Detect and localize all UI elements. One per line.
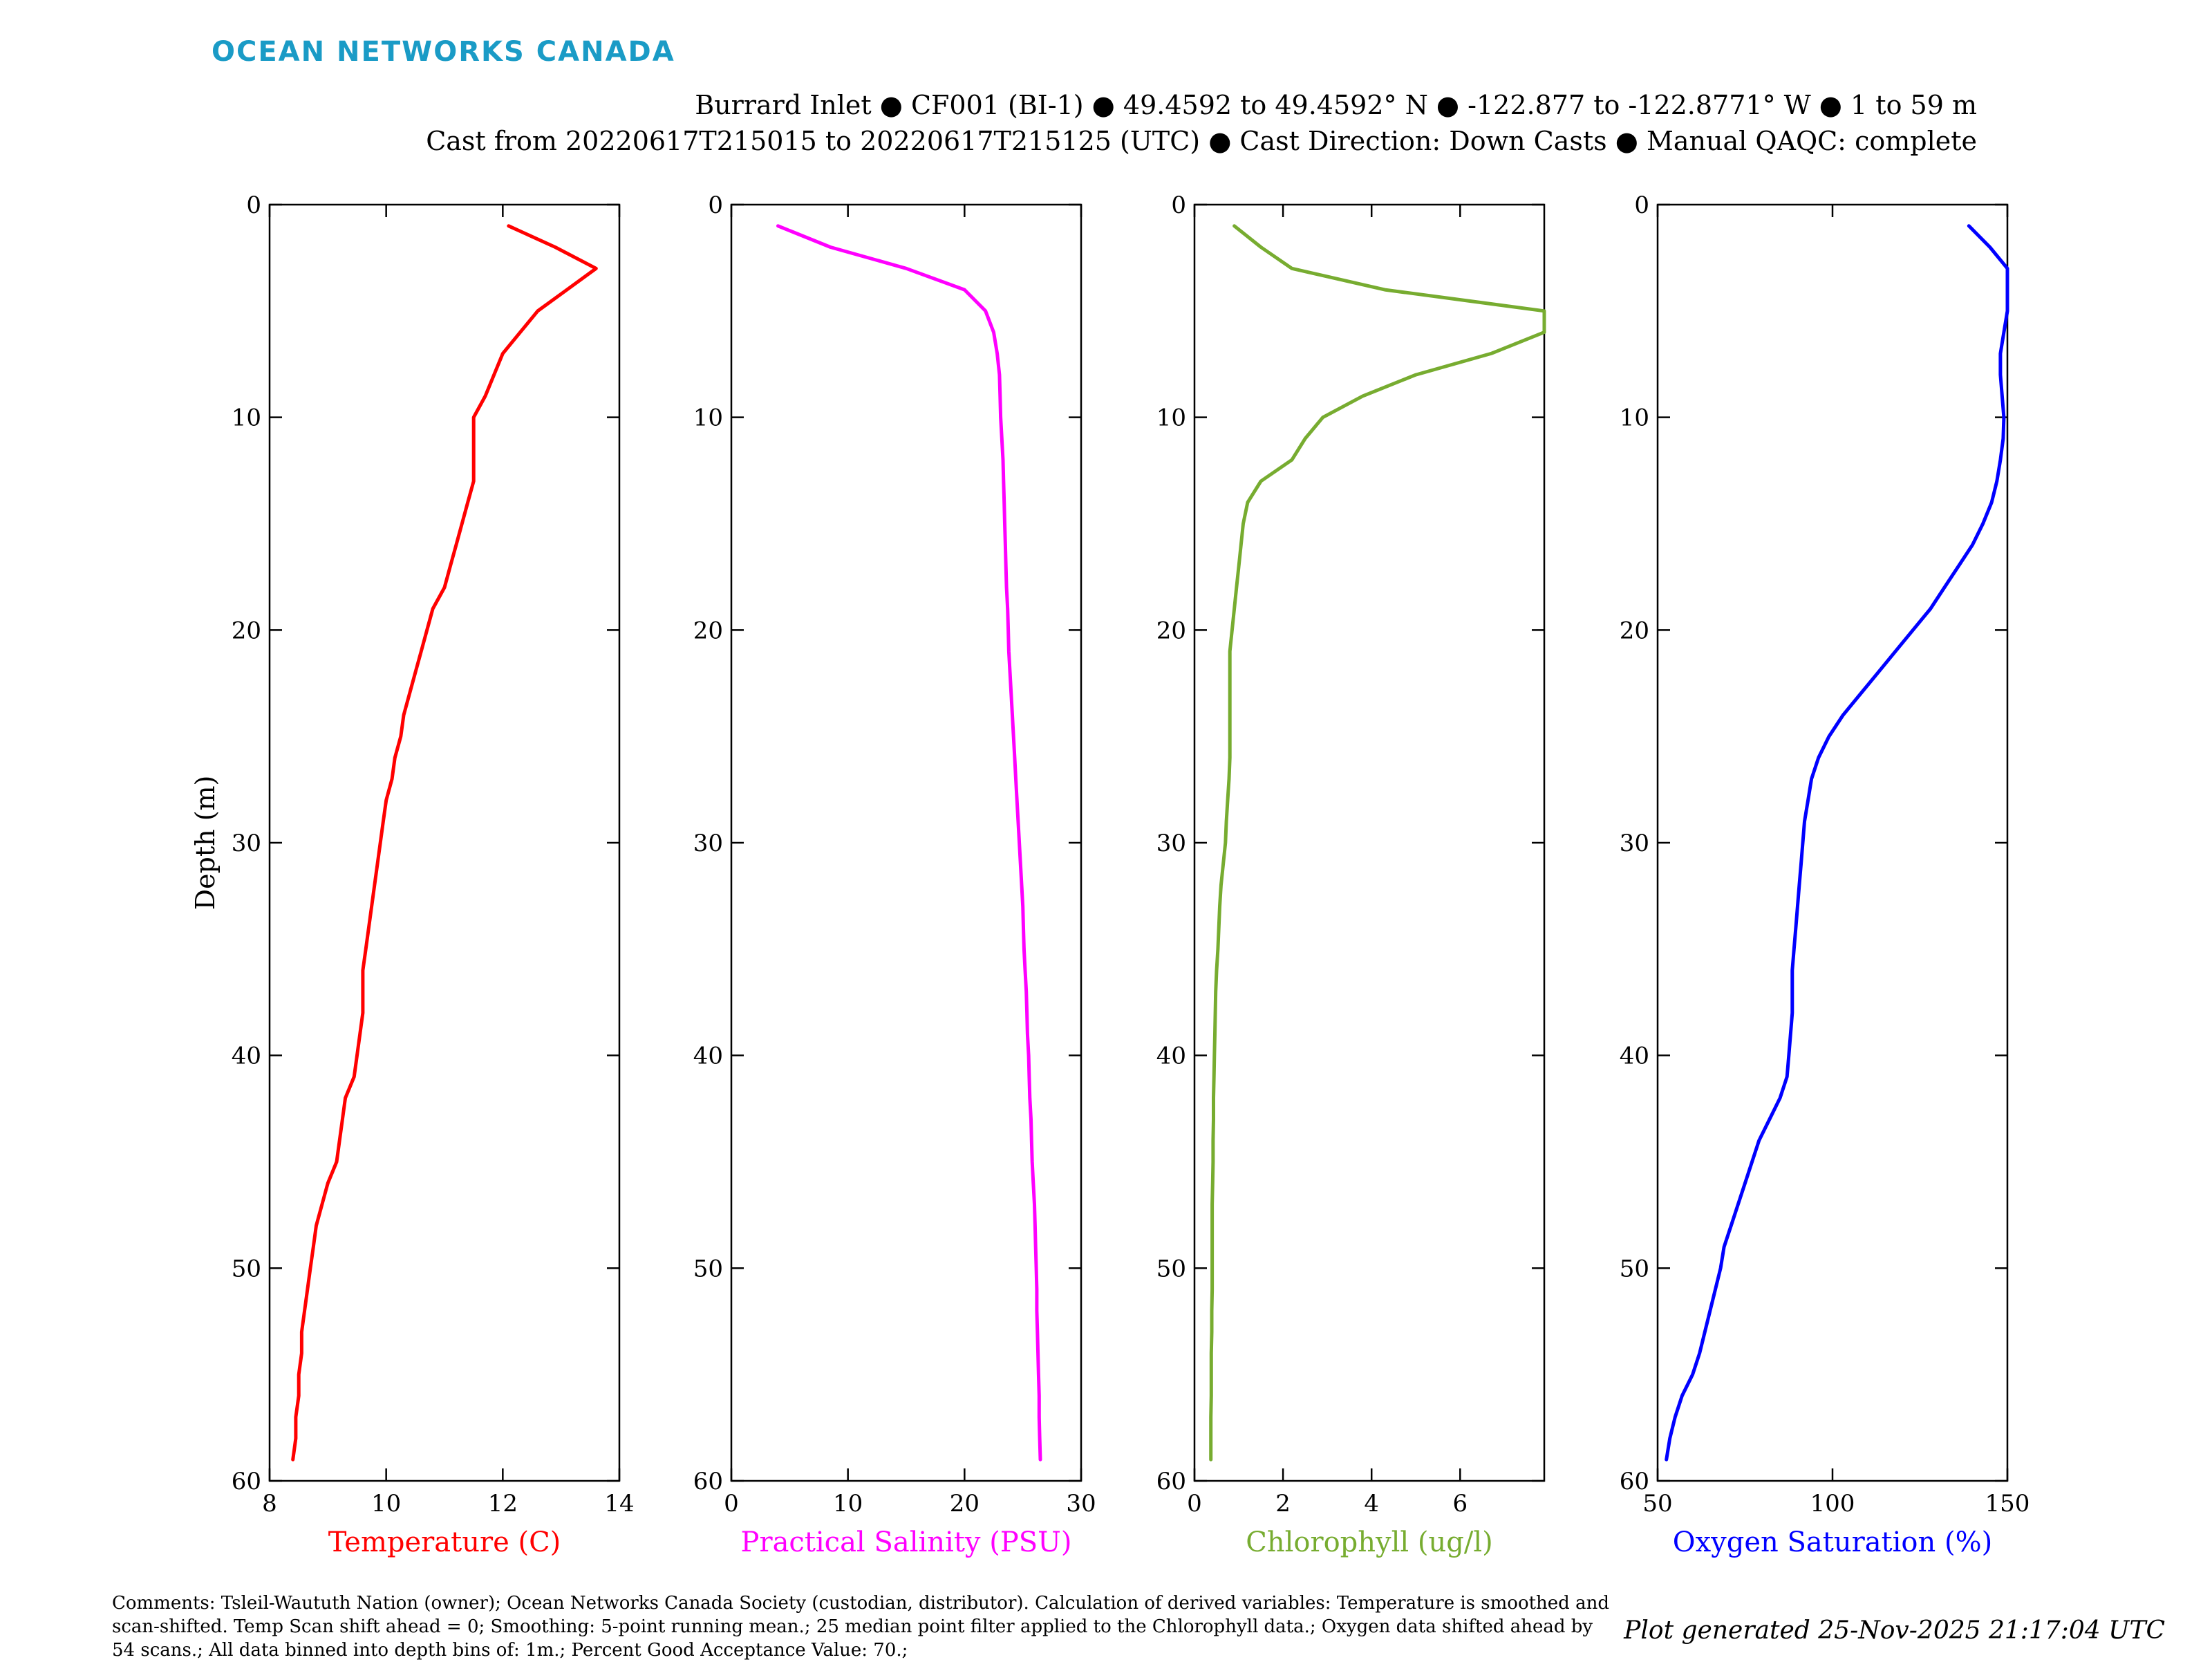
y-tick-label: 0 [1634, 192, 1649, 219]
y-tick-label: 0 [1171, 192, 1186, 219]
y-tick-label: 20 [1620, 617, 1649, 644]
y-tick-label: 30 [1620, 830, 1649, 857]
plot-generated-timestamp: Plot generated 25-Nov-2025 21:17:04 UTC [1624, 1616, 2165, 1645]
y-tick-label: 0 [246, 192, 261, 219]
y-tick-label: 10 [693, 404, 723, 432]
y-tick-label: 40 [1620, 1043, 1649, 1070]
y-tick-label: 60 [1156, 1468, 1186, 1495]
y-tick-label: 60 [693, 1468, 723, 1495]
y-tick-label: 60 [232, 1468, 261, 1495]
x-tick-label: 6 [1452, 1490, 1468, 1518]
x-tick-label: 0 [1187, 1490, 1202, 1518]
y-tick-label: 60 [1620, 1468, 1649, 1495]
x-tick-label: 100 [1810, 1490, 1855, 1518]
x-axis-label: Oxygen Saturation (%) [1673, 1526, 1992, 1558]
y-tick-label: 10 [1156, 404, 1186, 432]
ocean-networks-canada-logo: OCEAN NETWORKS CANADA [212, 36, 675, 68]
x-tick-label: 2 [1275, 1490, 1291, 1518]
plot-title-location: Burrard Inlet ● CF001 (BI-1) ● 49.4592 t… [695, 90, 1977, 120]
y-tick-label: 20 [1156, 617, 1186, 644]
plot-frame [1193, 203, 1546, 1482]
x-tick-label: 10 [833, 1490, 863, 1518]
x-tick-label: 12 [488, 1490, 518, 1518]
x-tick-label: 0 [724, 1490, 739, 1518]
y-tick-label: 40 [232, 1043, 261, 1070]
x-tick-label: 50 [1642, 1490, 1672, 1518]
plot-frame [268, 203, 621, 1482]
chart-panel-1: 0 10 20 30 40 50 608 10 12 14 Temperature (C) Depth… [190, 192, 635, 1558]
x-axis-label: Practical Salinity (PSU) [741, 1526, 1072, 1558]
y-tick-label: 10 [1620, 404, 1649, 432]
series-line [1209, 224, 1546, 1462]
series-line [291, 224, 598, 1462]
plot-frame [730, 203, 1082, 1482]
y-tick-label: 30 [1156, 830, 1186, 857]
x-tick-label: 150 [1985, 1490, 2030, 1518]
y-tick-label: 0 [708, 192, 723, 219]
y-tick-label: 30 [693, 830, 723, 857]
x-axis-label: Temperature (C) [328, 1526, 561, 1558]
y-tick-label: 50 [1156, 1255, 1186, 1282]
x-axis-label: Chlorophyll (ug/l) [1246, 1526, 1493, 1558]
plot-frame [1656, 203, 2009, 1482]
y-tick-label: 50 [693, 1255, 723, 1282]
x-tick-label: 10 [371, 1490, 401, 1518]
y-tick-label: 50 [232, 1255, 261, 1282]
y-tick-label: 40 [1156, 1043, 1186, 1070]
plot-title-cast: Cast from 20220617T215015 to 20220617T21… [426, 126, 1977, 156]
y-tick-label: 50 [1620, 1255, 1649, 1282]
comments-text: Comments: Tsleil-Waututh Nation (owner);… [112, 1593, 1609, 1661]
y-tick-label: 40 [693, 1043, 723, 1070]
y-tick-label: 20 [693, 617, 723, 644]
series-line [1665, 224, 2009, 1462]
x-tick-label: 8 [262, 1490, 277, 1518]
y-tick-label: 10 [232, 404, 261, 432]
y-tick-label: 30 [232, 830, 261, 857]
x-tick-label: 4 [1364, 1490, 1379, 1518]
series-line [776, 224, 1042, 1462]
y-axis-label: Depth (m) [190, 776, 221, 911]
y-tick-label: 20 [232, 617, 261, 644]
x-tick-label: 30 [1066, 1490, 1096, 1518]
x-tick-label: 20 [950, 1490, 980, 1518]
x-tick-label: 14 [604, 1490, 634, 1518]
